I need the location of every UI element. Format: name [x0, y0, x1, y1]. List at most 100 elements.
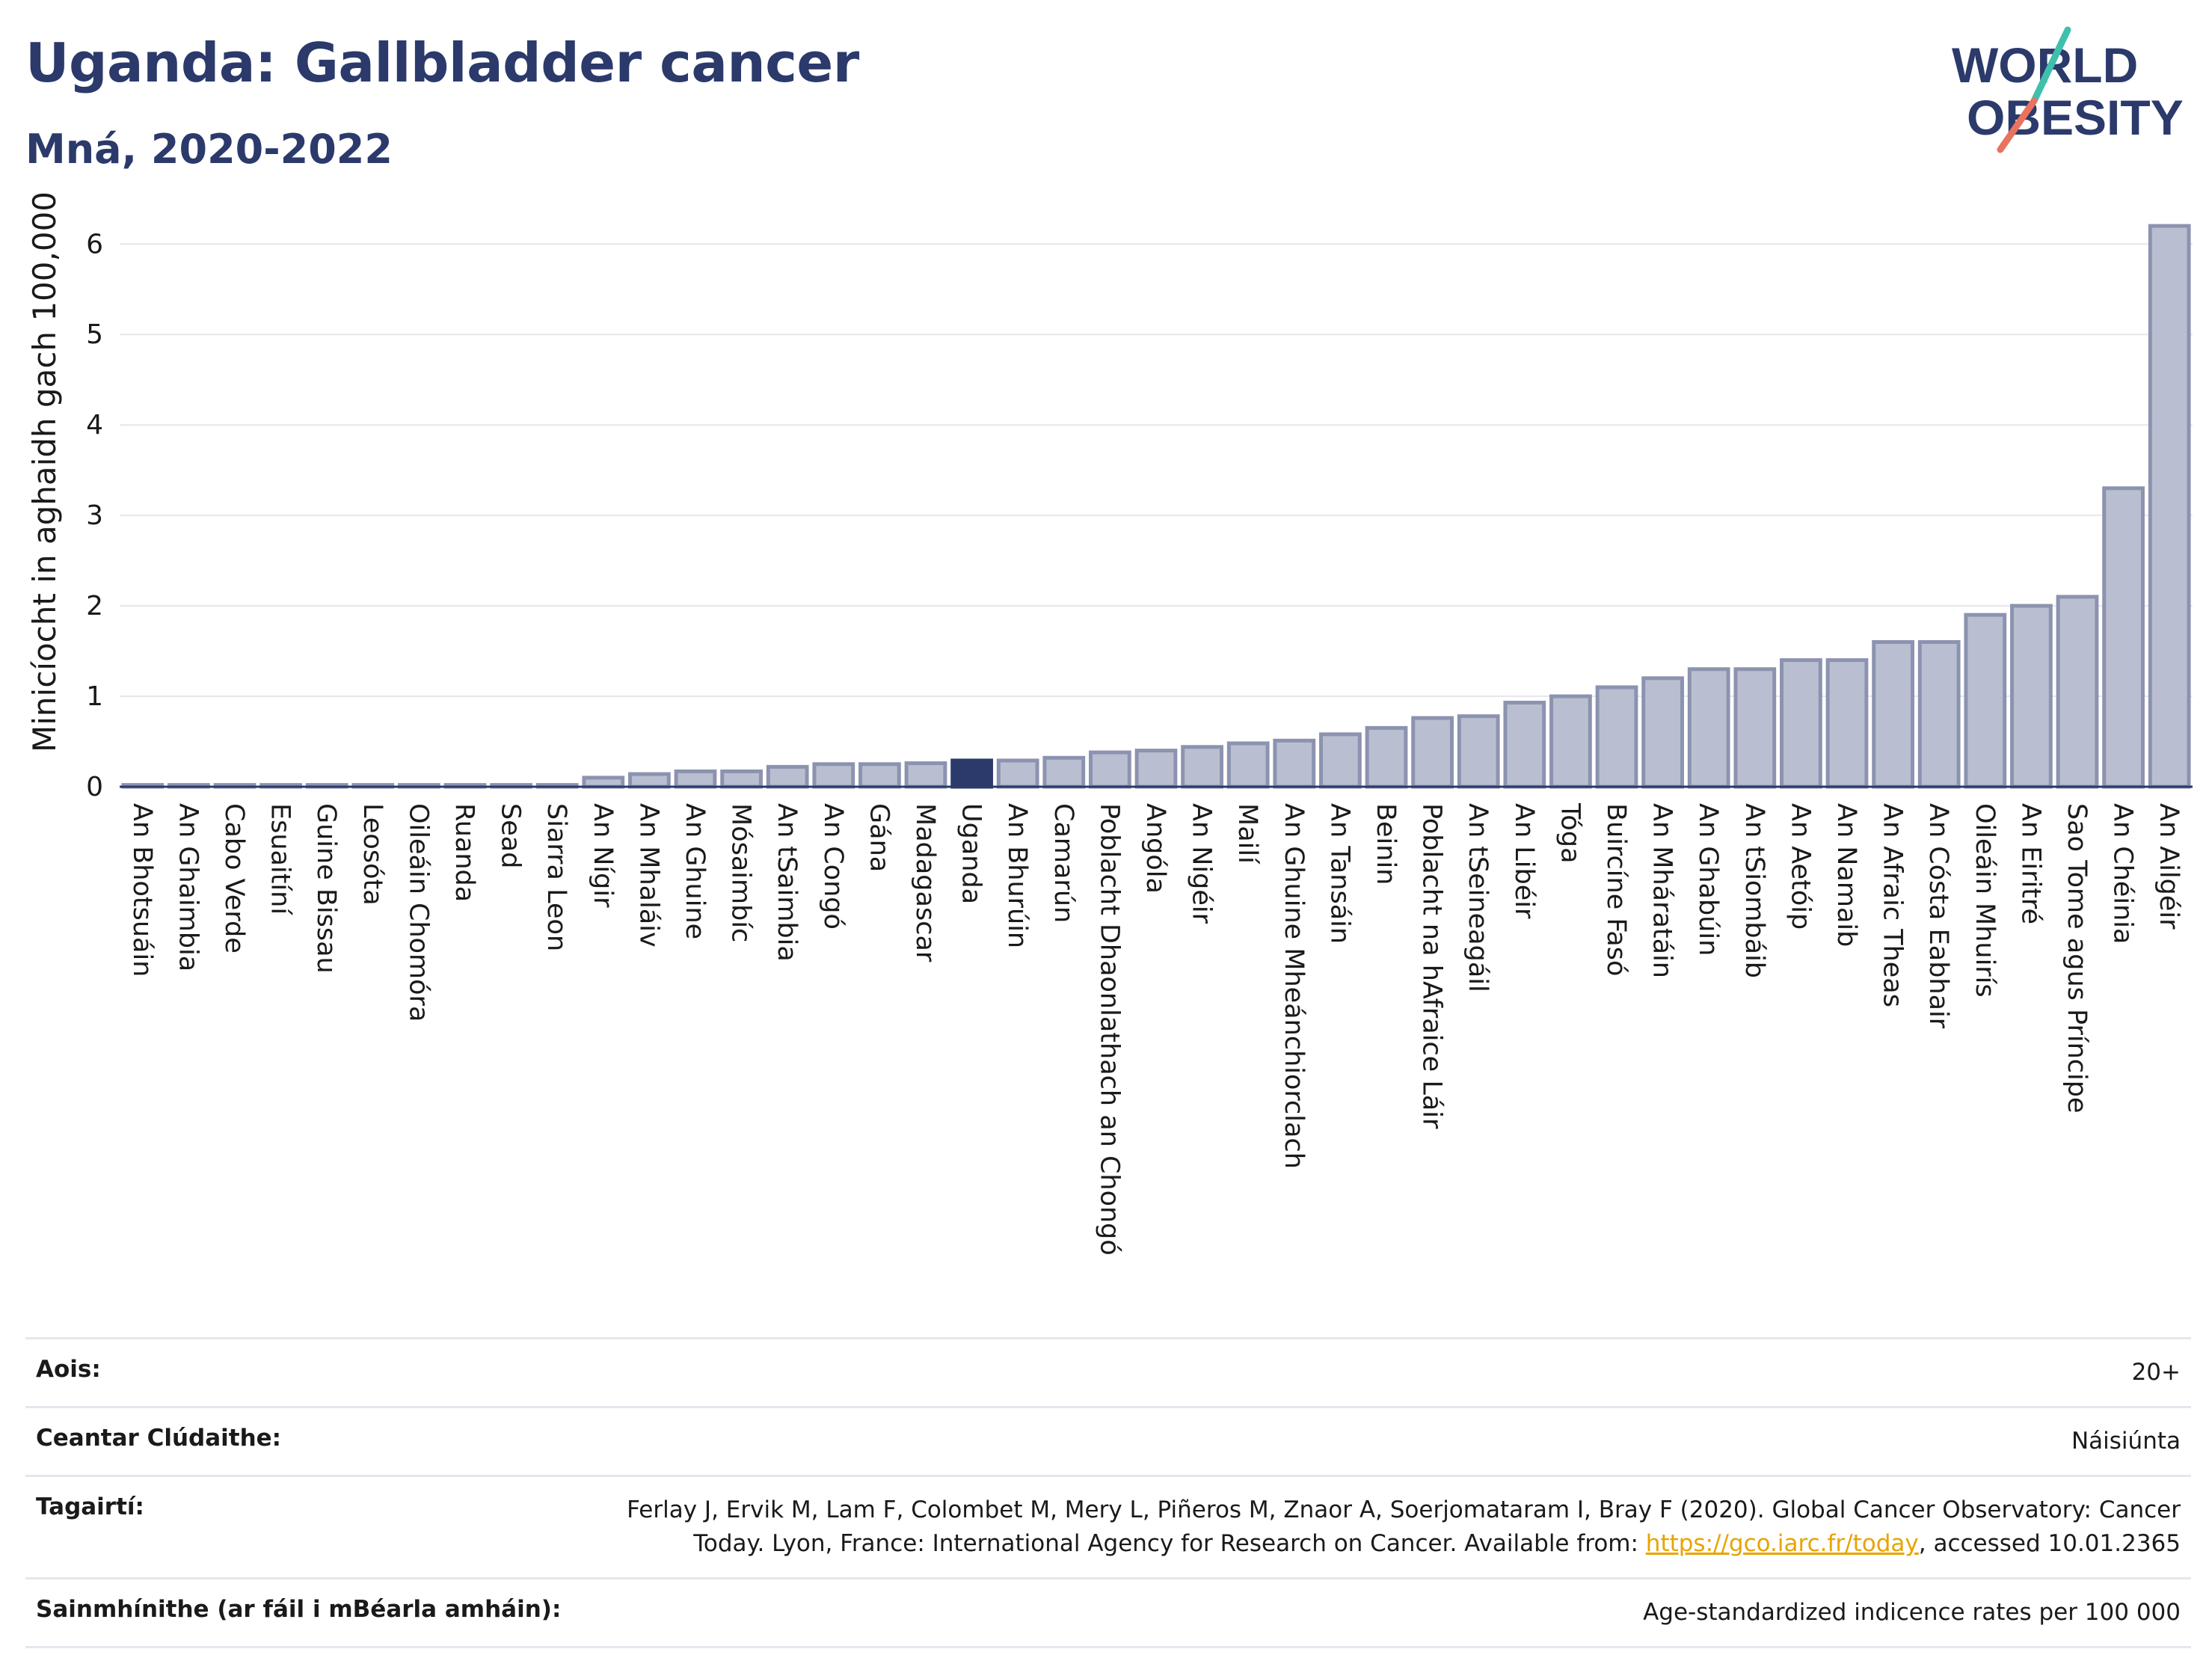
- reference-accessed: , accessed 10.01.2365: [1918, 1529, 2181, 1557]
- bar: [1226, 741, 1270, 789]
- info-key: Tagairtí:: [25, 1474, 585, 1579]
- x-category-label: An Afraic Theas: [1878, 803, 1908, 1007]
- x-category-label: An Bhotsuáin: [127, 803, 157, 977]
- bar: [1780, 658, 1822, 789]
- bar: [2010, 604, 2053, 789]
- info-key: Aois:: [25, 1337, 585, 1408]
- bar: [1273, 738, 1316, 789]
- bar: [1733, 667, 1777, 789]
- x-category-label: Sao Tome agus Príncipe: [2062, 803, 2092, 1114]
- y-tick-label: 3: [86, 500, 103, 531]
- y-tick-label: 4: [86, 410, 103, 440]
- x-axis-labels: An Bhotsuáin An Ghaimbia Cabo Verde Esuaití…: [127, 802, 2184, 1256]
- bar: [1687, 667, 1730, 789]
- bar: [858, 762, 901, 789]
- x-category-label: An Chéinia: [2108, 803, 2138, 944]
- x-category-label: An Ghabúin: [1693, 803, 1723, 956]
- reference-link[interactable]: https://gco.iarc.fr/today: [1645, 1529, 1919, 1557]
- world-obesity-logo: WORLD OBESITY: [1952, 26, 2184, 153]
- x-category-label: An Bhurúin: [1002, 803, 1032, 948]
- bar: [1549, 694, 1592, 789]
- info-value: 20+: [585, 1337, 2191, 1408]
- bar: [766, 764, 809, 789]
- y-tick-label: 5: [86, 319, 103, 350]
- x-category-label: Guine Bissau: [311, 803, 341, 974]
- bar: [1872, 639, 1914, 789]
- x-category-label: Esuaitíní: [265, 803, 295, 915]
- logo-slash-coral: [1997, 97, 2038, 153]
- x-category-label: Sead: [496, 803, 526, 868]
- chart-title: Uganda: Gallbladder cancer: [25, 31, 859, 94]
- bar: [812, 762, 855, 789]
- info-table: Aois: 20+ Ceantar Clúdaithe: Náisiúnta T…: [25, 1337, 2191, 1648]
- x-category-label: An Namaib: [1831, 803, 1861, 947]
- bar: [1134, 749, 1178, 789]
- x-category-label: An Mháratáin: [1647, 803, 1677, 978]
- x-category-label: Oileáin Mhuirís: [1970, 803, 2000, 998]
- y-tick-label: 2: [86, 591, 103, 621]
- info-row-references: Tagairtí: Ferlay J, Ervik M, Lam F, Colo…: [25, 1474, 2191, 1579]
- bar: [996, 758, 1039, 789]
- info-value: Age-standardized indicence rates per 100…: [585, 1576, 2191, 1648]
- y-tick-label: 6: [86, 229, 103, 260]
- x-category-label: An Nigéir: [1187, 803, 1217, 924]
- chart-subtitle: Mná, 2020-2022: [25, 126, 393, 173]
- x-category-label: An tSeineagáil: [1463, 803, 1493, 992]
- bar: [904, 761, 947, 789]
- x-category-label: Camarún: [1048, 803, 1078, 923]
- info-row-coverage: Ceantar Clúdaithe: Náisiúnta: [25, 1405, 2191, 1477]
- x-category-label: An Nígir: [588, 803, 618, 908]
- bar: [1964, 612, 2007, 789]
- bar: [582, 776, 625, 789]
- bar: [1917, 639, 1961, 789]
- bar: [628, 772, 671, 789]
- x-category-label: Mailí: [1232, 803, 1262, 865]
- logo-slash-teal: [2030, 26, 2071, 105]
- bar: [1089, 750, 1131, 789]
- y-axis-ticks: 0 1 2 3 4 5 6: [86, 229, 103, 802]
- bar-highlighted: [950, 758, 993, 789]
- x-category-label: An tSaimbia: [772, 803, 802, 962]
- x-category-label: Ruanda: [449, 803, 479, 902]
- bar: [720, 769, 763, 789]
- x-category-label: Gána: [864, 803, 894, 872]
- info-row-age: Aois: 20+: [25, 1337, 2191, 1408]
- bar: [1365, 725, 1408, 789]
- x-category-label: Leosóta: [357, 803, 387, 906]
- bar: [1595, 685, 1638, 789]
- x-category-label: Angóla: [1140, 803, 1170, 894]
- bars: [121, 224, 2191, 789]
- bar: [1042, 755, 1086, 789]
- x-category-label: Uganda: [956, 803, 986, 904]
- info-row-definitions: Sainmhínithe (ar fáil i mBéarla amháin):…: [25, 1576, 2191, 1648]
- x-category-label: Tóga: [1555, 802, 1585, 864]
- bar: [1503, 701, 1546, 789]
- bar: [2102, 486, 2145, 789]
- x-category-label: An Ghaimbia: [173, 803, 203, 971]
- y-tick-label: 1: [86, 681, 103, 712]
- bar: [2148, 224, 2191, 789]
- x-category-label: An Congó: [818, 803, 848, 930]
- bar-chart: 0 1 2 3 4 5 6 An Bhotsuáin An Ghaimbia Cabo Verd…: [26, 191, 2193, 1256]
- x-category-label: Poblacht Dhaonlathach an Chongó: [1094, 803, 1124, 1256]
- bar: [674, 769, 717, 789]
- info-value: Ferlay J, Ervik M, Lam F, Colombet M, Me…: [585, 1474, 2191, 1579]
- x-category-label: Poblacht na hAfraice Láir: [1417, 803, 1447, 1129]
- x-category-label: An Ghuine: [680, 803, 710, 939]
- x-category-label: Beinin: [1371, 803, 1401, 885]
- x-category-label: An tSiombáib: [1739, 803, 1769, 978]
- x-category-label: An Eiritré: [2015, 803, 2045, 924]
- x-category-label: An Aetóip: [1785, 803, 1815, 930]
- x-category-label: Cabo Verde: [219, 803, 249, 954]
- x-category-label: An Libéir: [1509, 803, 1539, 919]
- bar: [1181, 745, 1223, 789]
- x-category-label: An Cósta Eabhair: [1923, 803, 1953, 1029]
- info-key: Sainmhínithe (ar fáil i mBéarla amháin):: [25, 1576, 585, 1648]
- info-key: Ceantar Clúdaithe:: [25, 1405, 585, 1477]
- x-category-label: An Ghuine Mheánchiorclach: [1279, 803, 1309, 1169]
- bar: [1411, 716, 1454, 789]
- logo-word-obesity: OBESITY: [1967, 90, 2184, 145]
- bar: [1825, 658, 1869, 789]
- bar: [1319, 732, 1362, 789]
- x-category-label: An Tansáin: [1324, 803, 1354, 944]
